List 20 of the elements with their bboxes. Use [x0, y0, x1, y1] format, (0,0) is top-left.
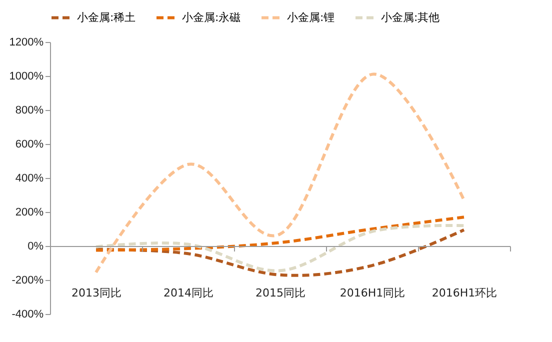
y-tick-label: 600% [15, 138, 44, 150]
line-series [94, 72, 466, 274]
y-tick-label: 200% [15, 206, 44, 218]
legend-label: 小金属:稀土 [77, 10, 136, 24]
x-tick-label: 2013同比 [72, 286, 122, 300]
legend-label: 小金属:锂 [287, 10, 335, 24]
y-tick-label: 0% [28, 240, 44, 252]
y-tick-label: -400% [12, 308, 44, 320]
y-tick-label: 1200% [9, 36, 44, 48]
x-tick-label: 2016H1同比 [340, 286, 406, 300]
y-tick-label: 1000% [9, 70, 44, 82]
y-tick-label: 400% [15, 172, 44, 184]
legend-label: 小金属:永磁 [182, 10, 241, 24]
y-tick-label: -200% [12, 274, 44, 286]
y-tick-label: 800% [15, 104, 44, 116]
line-series [94, 216, 466, 252]
x-tick-label: 2014同比 [164, 286, 214, 300]
x-tick-label: 2016H1环比 [432, 286, 498, 300]
legend-label: 小金属:其他 [381, 10, 440, 24]
x-tick-label: 2015同比 [256, 286, 306, 300]
